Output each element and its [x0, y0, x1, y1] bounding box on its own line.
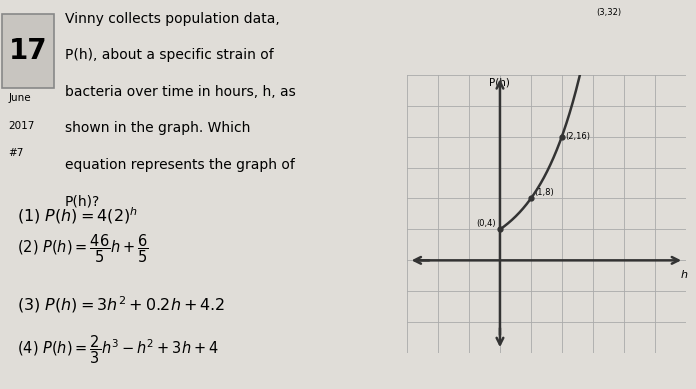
Text: bacteria over time in hours, h, as: bacteria over time in hours, h, as	[65, 85, 296, 99]
Text: P(h): P(h)	[489, 78, 510, 88]
Text: June: June	[8, 93, 31, 103]
Text: P(h)?: P(h)?	[65, 194, 100, 209]
Text: $(2)\ P(h) = \dfrac{46}{5}h + \dfrac{6}{5}$: $(2)\ P(h) = \dfrac{46}{5}h + \dfrac{6}{…	[17, 232, 148, 265]
Text: $(4)\ P(h) = \dfrac{2}{3}h^3 - h^2 + 3h + 4$: $(4)\ P(h) = \dfrac{2}{3}h^3 - h^2 + 3h …	[17, 333, 219, 366]
Text: (0,4): (0,4)	[477, 219, 496, 228]
Text: $(1)\ P(h) = 4(2)^h$: $(1)\ P(h) = 4(2)^h$	[17, 205, 138, 226]
Text: (1,8): (1,8)	[535, 188, 554, 197]
Text: 2017: 2017	[8, 121, 35, 131]
FancyBboxPatch shape	[2, 14, 54, 88]
Text: P(h), about a specific strain of: P(h), about a specific strain of	[65, 48, 274, 62]
Text: shown in the graph. Which: shown in the graph. Which	[65, 121, 250, 135]
Text: (2,16): (2,16)	[566, 132, 590, 141]
Text: equation represents the graph of: equation represents the graph of	[65, 158, 294, 172]
Text: 17: 17	[9, 37, 47, 65]
Text: Vinny collects population data,: Vinny collects population data,	[65, 12, 280, 26]
Text: (3,32): (3,32)	[596, 9, 622, 18]
Text: h: h	[681, 270, 688, 280]
Text: #7: #7	[8, 148, 24, 158]
Text: $(3)\ P(h) = 3h^2 + 0.2h + 4.2$: $(3)\ P(h) = 3h^2 + 0.2h + 4.2$	[17, 294, 224, 315]
